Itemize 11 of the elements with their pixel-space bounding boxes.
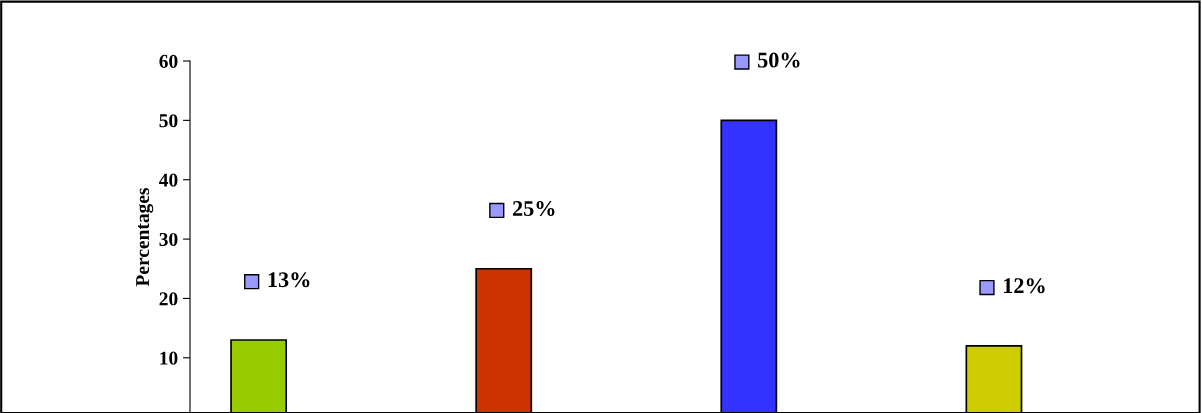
y-tick-label: 10	[160, 351, 178, 365]
y-axis-title: Percentages	[136, 187, 154, 287]
data-label: 13%	[268, 272, 310, 288]
data-label: 12%	[1004, 278, 1045, 294]
data-label: 25%	[512, 200, 555, 217]
y-tick-label: 50	[159, 114, 178, 128]
y-tick-label: 20	[159, 292, 178, 306]
y-tick-label: 60	[159, 54, 178, 68]
y-tick-label: 30	[159, 232, 178, 247]
y-tick-label: 40	[159, 173, 178, 187]
data-label: 50%	[758, 52, 800, 68]
